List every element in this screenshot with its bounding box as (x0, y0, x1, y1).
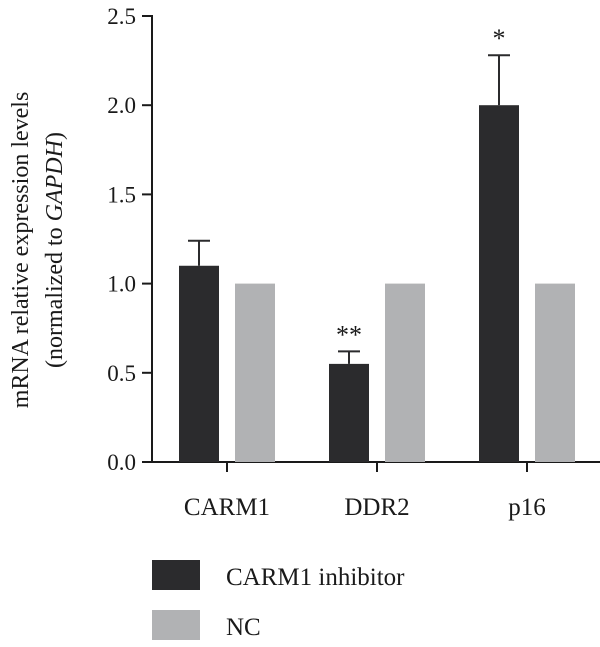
bar-nc-carm1 (235, 283, 275, 462)
bar-inhibitor-p16 (479, 105, 519, 462)
axes: 0.0 0.5 1.0 1.5 2.0 2.5 CARM1 DDR2 p16 (107, 4, 600, 521)
y-tick-label-5: 2.5 (107, 4, 136, 29)
x-tick-label-1: DDR2 (344, 494, 409, 521)
legend-swatch-0 (152, 560, 200, 590)
significance-1: ** (336, 320, 362, 349)
y-axis-label-line2: (normalized to GAPDH) (42, 132, 68, 368)
bar-inhibitor-carm1 (179, 265, 219, 462)
y-axis-label-suffix: ) (42, 132, 68, 140)
bars: *** (179, 24, 575, 462)
y-axis-label-line1: mRNA relative expression levels (8, 92, 34, 409)
y-axis-label: mRNA relative expression levels (normali… (8, 92, 68, 409)
legend-label-0: CARM1 inhibitor (226, 564, 405, 591)
legend-label-1: NC (226, 614, 261, 641)
legend-swatch-1 (152, 610, 200, 640)
y-axis-label-italic: GAPDH (42, 138, 68, 221)
y-tick-label-2: 1.0 (107, 272, 136, 297)
y-tick-label-3: 1.5 (107, 182, 136, 207)
significance-2: * (493, 24, 506, 53)
x-tick-label-0: CARM1 (184, 494, 270, 521)
y-axis-label-prefix: (normalized to (42, 221, 68, 368)
bar-nc-p16 (535, 283, 575, 462)
bar-nc-ddr2 (385, 283, 425, 462)
y-tick-label-1: 0.5 (107, 361, 136, 386)
x-tick-label-2: p16 (508, 494, 546, 521)
y-tick-label-0: 0.0 (107, 450, 136, 475)
bar-inhibitor-ddr2 (329, 363, 369, 462)
y-tick-label-4: 2.0 (107, 93, 136, 118)
legend: CARM1 inhibitor NC (152, 560, 405, 641)
